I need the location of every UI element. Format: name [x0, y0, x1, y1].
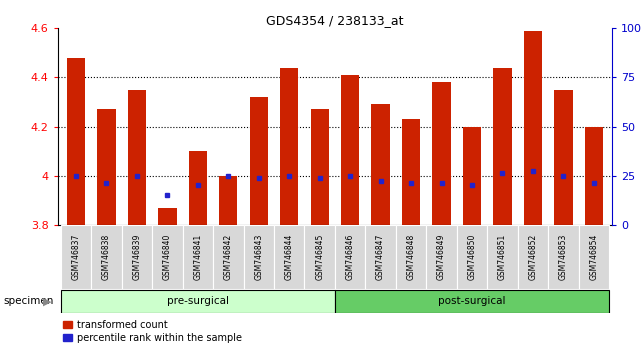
Text: GSM746842: GSM746842 [224, 234, 233, 280]
FancyBboxPatch shape [487, 225, 518, 289]
Bar [494, 68, 512, 225]
FancyBboxPatch shape [183, 225, 213, 289]
Bar [463, 126, 481, 225]
FancyBboxPatch shape [244, 225, 274, 289]
Text: GSM746851: GSM746851 [498, 234, 507, 280]
FancyBboxPatch shape [579, 225, 609, 289]
FancyBboxPatch shape [122, 225, 152, 289]
Text: post-surgical: post-surgical [438, 296, 506, 306]
Text: GSM746852: GSM746852 [528, 234, 537, 280]
FancyBboxPatch shape [548, 225, 579, 289]
Bar [219, 176, 237, 225]
Text: pre-surgical: pre-surgical [167, 296, 229, 306]
Legend: transformed count, percentile rank within the sample: transformed count, percentile rank withi… [63, 320, 242, 343]
FancyBboxPatch shape [518, 225, 548, 289]
Bar [97, 109, 115, 225]
Bar [341, 75, 360, 225]
Text: GSM746847: GSM746847 [376, 234, 385, 280]
Bar [310, 109, 329, 225]
FancyBboxPatch shape [426, 225, 457, 289]
Bar [372, 104, 390, 225]
FancyBboxPatch shape [61, 225, 91, 289]
Text: GSM746846: GSM746846 [345, 234, 354, 280]
Bar [280, 68, 298, 225]
Bar [524, 31, 542, 225]
Bar [402, 119, 420, 225]
Text: GSM746840: GSM746840 [163, 234, 172, 280]
FancyBboxPatch shape [396, 225, 426, 289]
FancyBboxPatch shape [213, 225, 244, 289]
Text: GSM746853: GSM746853 [559, 234, 568, 280]
Text: GSM746854: GSM746854 [589, 234, 599, 280]
Bar [188, 151, 207, 225]
FancyBboxPatch shape [457, 225, 487, 289]
Text: specimen: specimen [3, 296, 54, 306]
Text: GSM746843: GSM746843 [254, 234, 263, 280]
Text: GSM746850: GSM746850 [467, 234, 476, 280]
Bar [67, 58, 85, 225]
Text: GSM746837: GSM746837 [71, 234, 81, 280]
Text: GSM746845: GSM746845 [315, 234, 324, 280]
Text: ▶: ▶ [43, 296, 51, 306]
FancyBboxPatch shape [304, 225, 335, 289]
FancyBboxPatch shape [91, 225, 122, 289]
Bar [585, 126, 603, 225]
Text: GSM746838: GSM746838 [102, 234, 111, 280]
Text: GSM746849: GSM746849 [437, 234, 446, 280]
Title: GDS4354 / 238133_at: GDS4354 / 238133_at [266, 14, 404, 27]
FancyBboxPatch shape [335, 225, 365, 289]
FancyBboxPatch shape [274, 225, 304, 289]
Text: GSM746848: GSM746848 [406, 234, 415, 280]
Text: GSM746841: GSM746841 [194, 234, 203, 280]
Bar [554, 90, 572, 225]
Text: GSM746839: GSM746839 [133, 234, 142, 280]
FancyBboxPatch shape [365, 225, 396, 289]
Bar [249, 97, 268, 225]
Bar [433, 82, 451, 225]
FancyBboxPatch shape [335, 290, 609, 313]
FancyBboxPatch shape [152, 225, 183, 289]
Bar [158, 207, 176, 225]
FancyBboxPatch shape [61, 290, 335, 313]
Bar [128, 90, 146, 225]
Text: GSM746844: GSM746844 [285, 234, 294, 280]
